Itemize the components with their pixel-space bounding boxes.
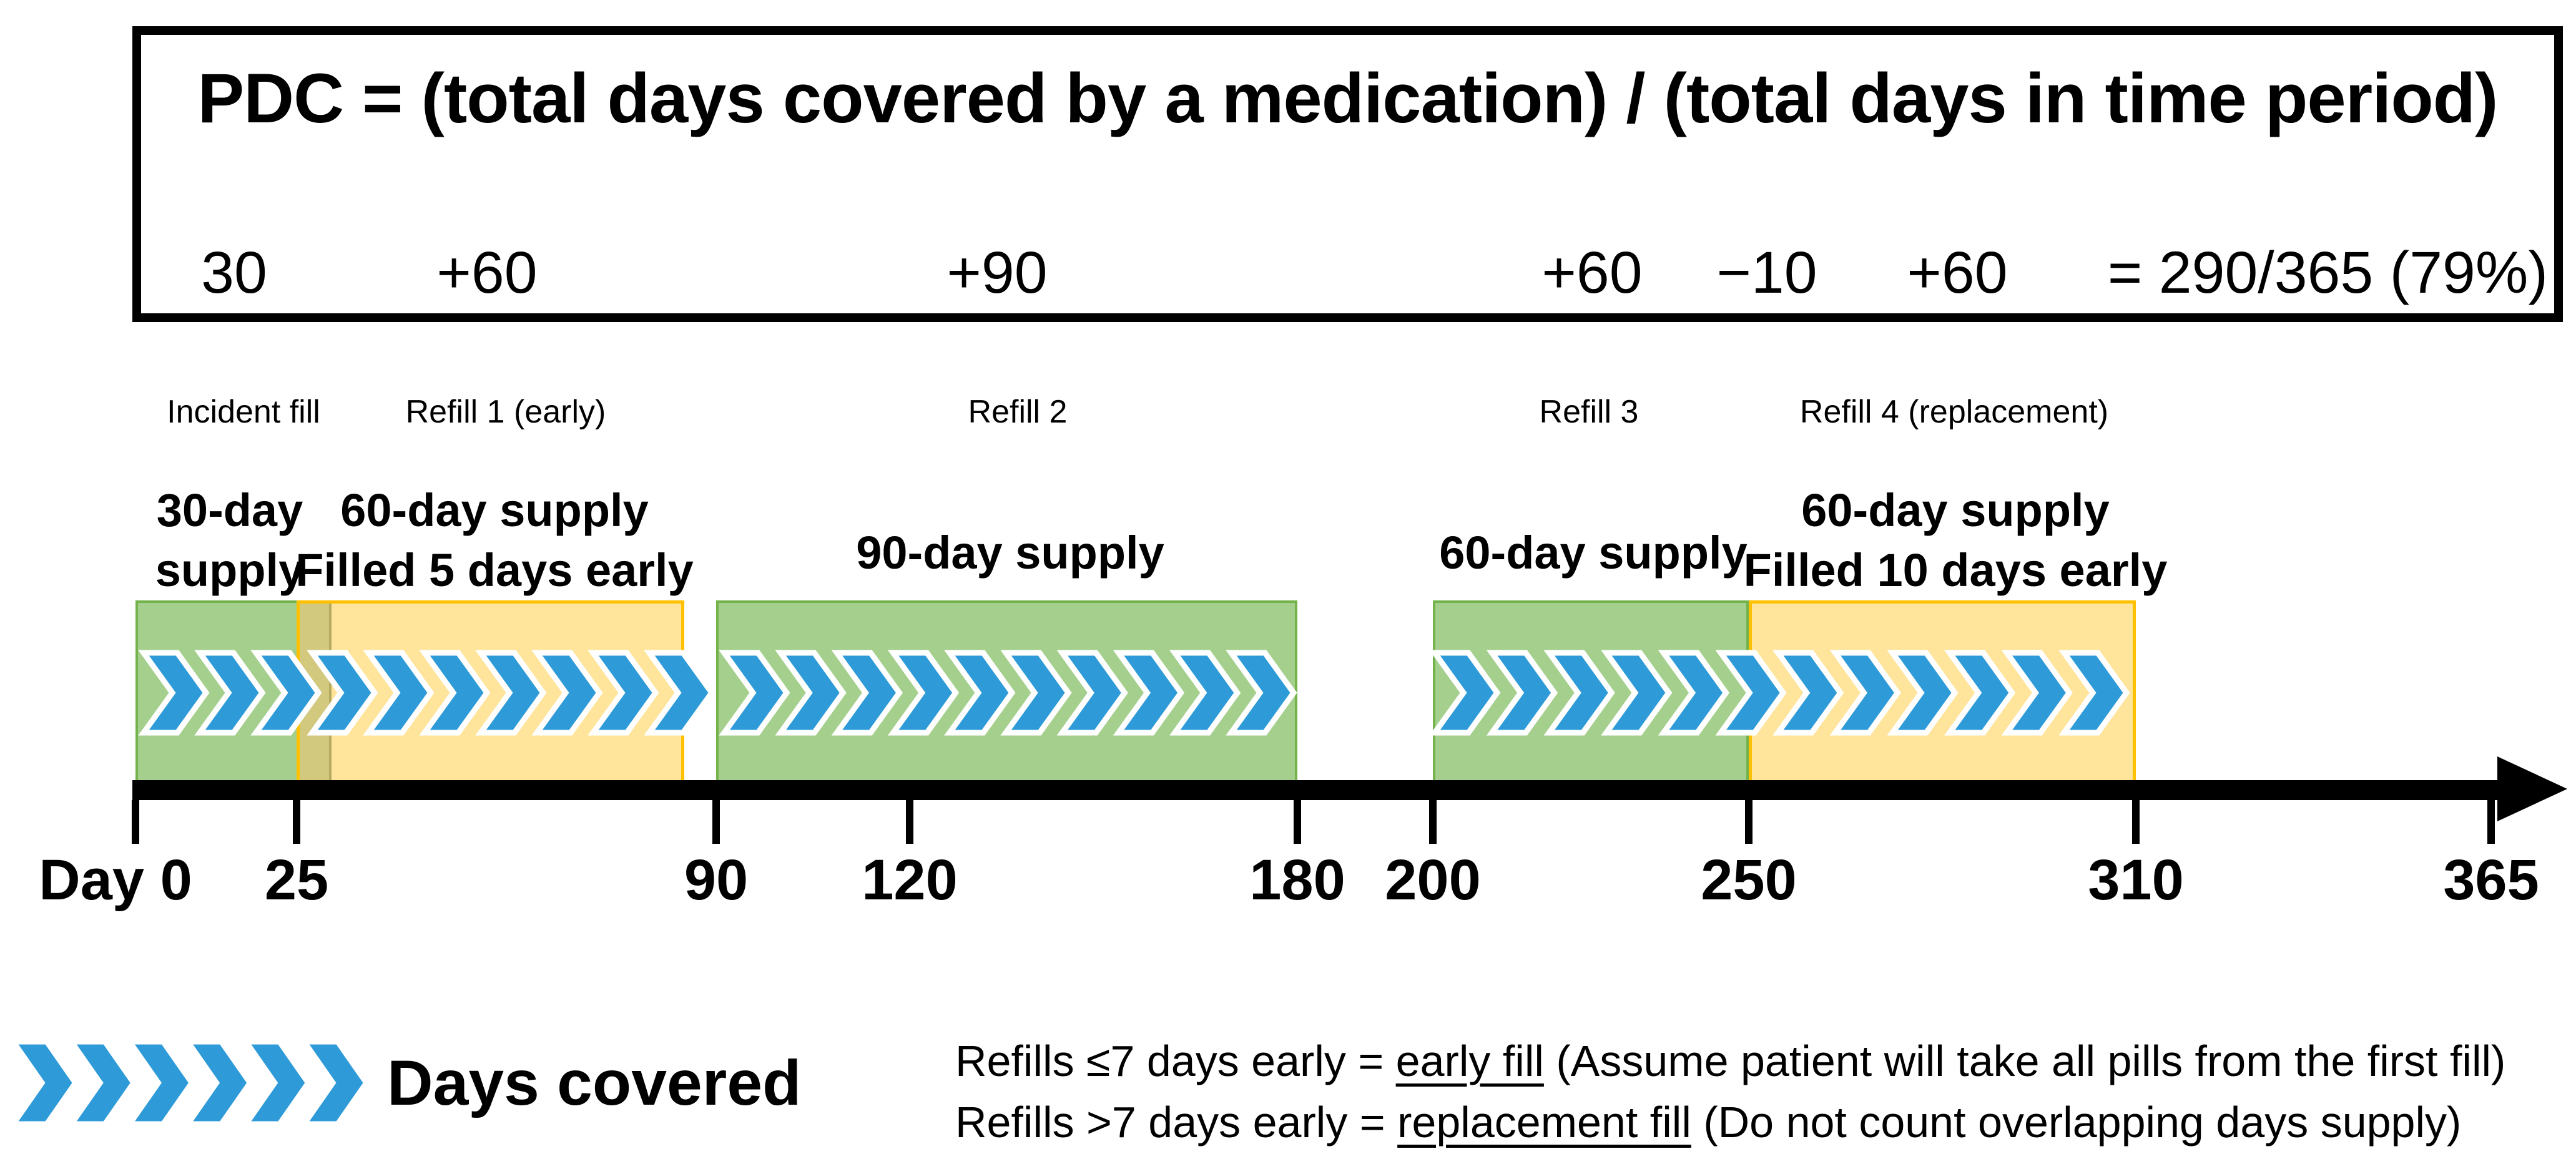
legend-days-covered-label: Days covered xyxy=(387,1047,802,1118)
supply-label-bar2-line1: 60-day supply xyxy=(340,484,649,536)
tick-day-0 xyxy=(132,800,139,844)
term-overlap-minus: −10 xyxy=(1716,240,1817,306)
note-early-fill-term: early fill xyxy=(1395,1037,1544,1085)
note-replacement-fill-pre: Refills >7 days early = xyxy=(955,1098,1398,1147)
note-replacement-fill: Refills >7 days early = replacement fill… xyxy=(955,1091,2461,1153)
supply-label-bar1-line1: 30-day xyxy=(156,484,303,536)
tick-label-25: 25 xyxy=(264,848,329,912)
tick-label-250: 250 xyxy=(1701,848,1797,912)
supply-label-bar2-line2: Filled 5 days early xyxy=(295,544,694,596)
tick-day-200 xyxy=(1429,800,1437,844)
tick-label-180: 180 xyxy=(1249,848,1345,912)
tick-day-250 xyxy=(1745,800,1753,844)
tick-day-25 xyxy=(293,800,300,844)
formula-title-row: PDC = (total days covered by a medicatio… xyxy=(132,55,2563,142)
tick-label-365: 365 xyxy=(2443,848,2539,912)
term-refill1-days: +60 xyxy=(436,240,538,306)
supply-label-bar1-line2: supply xyxy=(155,544,305,596)
supply-label-bar2: 60-day supply Filled 5 days early xyxy=(295,481,694,600)
days-covered-arrows-segment-3 xyxy=(1429,650,2130,736)
tick-label-90: 90 xyxy=(684,848,749,912)
supply-label-bar5-line2: Filled 10 days early xyxy=(1743,544,2168,596)
label-refill-2: Refill 2 xyxy=(968,394,1068,430)
label-refill-4: Refill 4 (replacement) xyxy=(1799,394,2109,430)
tick-label-day-0: Day 0 xyxy=(39,848,192,912)
tick-day-365 xyxy=(2487,800,2495,844)
note-early-fill-pre: Refills ≤7 days early = xyxy=(955,1037,1396,1085)
supply-label-bar5-line1: 60-day supply xyxy=(1801,484,2110,536)
timeline-axis xyxy=(132,780,2505,800)
tick-day-180 xyxy=(1294,800,1301,844)
supply-label-bar1: 30-day supply xyxy=(155,481,304,600)
formula-box xyxy=(132,26,2563,322)
term-refill4-days: +60 xyxy=(1907,240,2008,306)
label-refill-1: Refill 1 (early) xyxy=(405,394,606,430)
term-refill2-days: +90 xyxy=(946,240,1048,306)
note-replacement-fill-post: (Do not count overlapping days supply) xyxy=(1691,1098,2462,1147)
note-early-fill-post: (Assume patient will take all pills from… xyxy=(1543,1037,2506,1085)
days-covered-legend-icon xyxy=(7,1039,370,1127)
axis-arrowhead-icon xyxy=(2497,756,2567,821)
days-covered-arrows-segment-2 xyxy=(719,650,1297,736)
term-refill3-days: +60 xyxy=(1541,240,1643,306)
supply-label-bar5: 60-day supply Filled 10 days early xyxy=(1744,481,2168,600)
label-refill-3: Refill 3 xyxy=(1539,394,1639,430)
formula-title: PDC = (total days covered by a medicatio… xyxy=(197,59,2499,137)
tick-label-120: 120 xyxy=(862,848,958,912)
tick-label-200: 200 xyxy=(1385,848,1481,912)
tick-label-310: 310 xyxy=(2088,848,2184,912)
tick-day-90 xyxy=(712,800,720,844)
supply-label-bar3: 90-day supply xyxy=(856,527,1164,579)
tick-day-310 xyxy=(2132,800,2140,844)
formula-result: = 290/365 (79%) xyxy=(2107,240,2548,306)
days-covered-arrows-segment-1 xyxy=(138,650,715,736)
tick-day-120 xyxy=(906,800,913,844)
label-incident-fill: Incident fill xyxy=(167,394,320,430)
term-incident-days: 30 xyxy=(201,240,267,306)
supply-label-bar4: 60-day supply xyxy=(1439,527,1748,579)
note-replacement-fill-term: replacement fill xyxy=(1397,1098,1691,1147)
note-early-fill: Refills ≤7 days early = early fill (Assu… xyxy=(955,1030,2505,1092)
